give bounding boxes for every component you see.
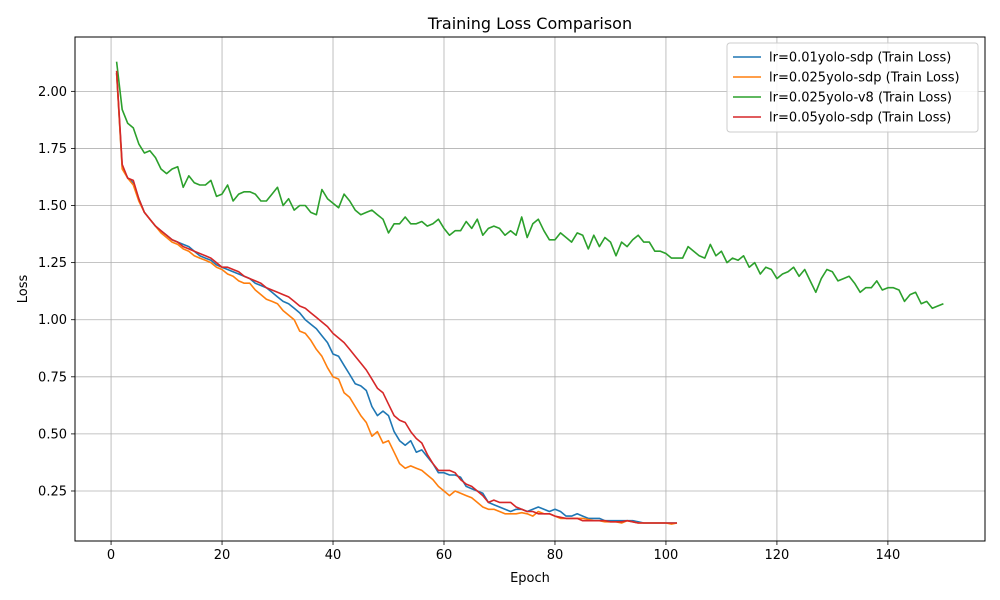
y-tick-label: 1.25 xyxy=(38,256,67,271)
series-line-2 xyxy=(115,61,944,310)
y-tick-label: 1.00 xyxy=(38,313,67,328)
legend-label-0: lr=0.01yolo-sdp (Train Loss) xyxy=(769,51,951,66)
plot-frame xyxy=(74,36,986,542)
y-tick-label: 1.50 xyxy=(38,199,67,214)
x-tick-label: 140 xyxy=(875,548,900,563)
x-tick-label: 40 xyxy=(325,548,342,563)
y-tick-label: 0.50 xyxy=(38,427,67,442)
x-tick-label: 80 xyxy=(547,548,564,563)
legend-label-3: lr=0.05yolo-sdp (Train Loss) xyxy=(769,111,951,126)
y-tick-label: 0.25 xyxy=(38,484,67,499)
x-tick-label: 20 xyxy=(214,548,231,563)
x-tick-label: 120 xyxy=(765,548,790,563)
y-tick-label: 1.75 xyxy=(38,142,67,157)
x-tick-label: 0 xyxy=(107,548,115,563)
x-axis-label: Epoch xyxy=(510,571,550,586)
series-line-3 xyxy=(115,70,677,524)
x-tick-label: 60 xyxy=(436,548,453,563)
legend: lr=0.01yolo-sdp (Train Loss) lr=0.025yolo… xyxy=(726,42,979,133)
series-line-0 xyxy=(115,73,677,524)
y-tick-label: 0.75 xyxy=(38,370,67,385)
legend-box xyxy=(726,42,979,133)
y-tick-label: 2.00 xyxy=(38,85,67,100)
chart-title: Training Loss Comparison xyxy=(427,14,632,33)
series-line-1 xyxy=(115,73,678,525)
legend-label-2: lr=0.025yolo-v8 (Train Loss) xyxy=(769,91,952,106)
x-tick-label: 100 xyxy=(654,548,679,563)
series-lines xyxy=(115,61,944,525)
legend-label-1: lr=0.025yolo-sdp (Train Loss) xyxy=(769,71,960,86)
axis-ticks: 0 20 40 60 80 100 120 140 0.25 0.50 0.75 1.00 1.25 1.… xyxy=(38,85,900,563)
y-axis-label: Loss xyxy=(16,275,31,304)
